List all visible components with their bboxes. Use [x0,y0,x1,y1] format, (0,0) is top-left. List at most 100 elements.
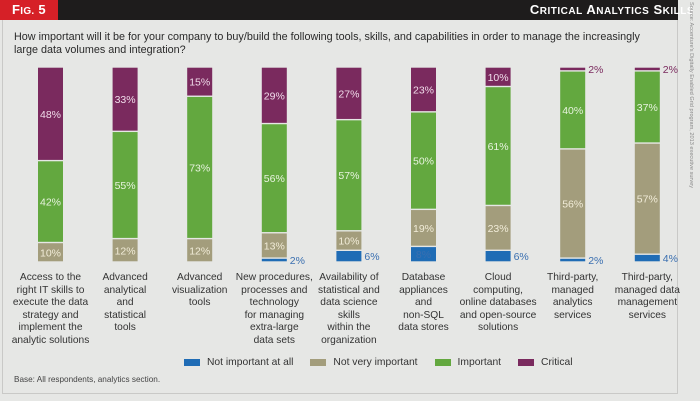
bar-segment-critical [411,67,436,112]
category-label-line: solutions [477,322,519,334]
category-label-line: services [554,309,592,321]
legend-item-critical: Critical [518,357,573,368]
legend: Not important at all Not very important … [184,357,590,368]
bar-segment-important [560,71,586,149]
legend-label: Important [457,357,502,368]
data-label: 56% [264,173,285,185]
legend-item-important: Important [434,357,502,368]
bar-segment-important [336,120,362,231]
data-label: 10% [338,236,359,248]
category-label-line: processes and [241,284,308,296]
category-label-line: strategy and [22,309,79,321]
title-word: SKILLS [653,2,694,17]
data-label: 2% [588,64,603,76]
chart-frame [2,20,678,394]
category-label-line: tools [188,297,211,309]
legend-label: Not important at all [207,357,294,368]
category-label-line: Availability of [319,272,379,283]
category-label: Cloud computing, online databases and open-… [456,272,540,335]
title-word: CRITICAL [529,2,583,17]
bar-segment-important [634,71,660,143]
legend-swatch [310,359,327,366]
category-label-line: within the [327,322,371,334]
bar-segment-critical [261,67,287,123]
data-label: 2% [663,64,678,76]
data-label: 2% [290,255,305,267]
data-label: 33% [115,94,136,106]
bar-segment-not-very-important [336,231,362,250]
bar-segment-not-very-important [112,239,138,262]
category-label-line: Advanced [177,272,223,283]
fig-number: 5 [34,2,46,17]
category-label-line: and open-source [459,309,537,321]
bar-segment-important [485,87,511,205]
data-label: 12% [189,245,210,257]
data-label: 37% [637,102,658,114]
category-label-line: non-SQL [403,309,444,321]
bar-segment-not-important-at-all [336,251,362,262]
figure-number-tag: FIG. 5 [0,0,58,20]
data-label: 8% [416,249,431,261]
category-label-line: Database [401,272,446,283]
footnote: Base: All respondents, analytics section… [14,375,161,384]
data-label: 6% [514,251,529,263]
category-label-line: data sets [253,334,295,346]
bar-segment-not-very-important [634,143,660,254]
data-label: 13% [264,240,285,252]
category-label-line: New procedures, [235,272,313,283]
legend-label: Not very important [333,357,418,368]
data-label: 4% [663,253,678,265]
bar-segment-critical [485,67,511,86]
category-label: Third-party, managed data management servic… [605,272,689,322]
bar-segment-not-important-at-all [411,247,436,262]
data-label: 50% [413,156,434,168]
category-label-line: data science [320,297,378,309]
data-label: 57% [338,170,359,182]
legend-swatch [434,359,451,366]
fig-small: IG. [20,6,35,17]
category-label-line: Third-party, [621,272,673,283]
data-label: 73% [189,162,210,174]
category-label-line: right IT skills to [16,284,85,296]
category-label-line: management [617,297,678,309]
category-label-line: Cloud [484,272,512,283]
bar-segment-not-very-important [485,206,511,250]
bar-segment-not-very-important [560,149,586,258]
bar-segment-not-very-important [38,243,63,262]
chart-subtitle: How important will it be for your compan… [14,31,640,56]
category-label: Advanced visualization tools [158,272,242,310]
chart-title: CRITICAL ANALYTICS SKILLS [60,0,694,20]
category-label-line: services [628,309,666,321]
legend-label: Critical [541,357,573,368]
category-label-line: execute the data [12,297,89,309]
data-label: 10% [40,247,61,259]
bar-segment-critical [112,67,138,131]
title-word: ANALYTICS [586,2,650,17]
category-label-line: tools [114,322,136,334]
category-label-line: implement the [18,322,83,334]
category-label-line: skills [337,309,360,321]
category-label-line: Access to the [19,272,82,283]
bar-segment-critical [38,67,63,160]
bar-segment-not-very-important [261,233,287,258]
data-label: 6% [364,251,379,263]
bar-segment-important [38,161,63,242]
category-label: Availability of statistical and data scien… [307,272,391,348]
bar-segment-not-very-important [411,210,436,246]
bar-segment-important [261,124,287,233]
category-label-line: computing, [473,284,524,296]
category-label-line: Advanced [102,272,148,283]
data-label: 27% [338,88,359,100]
bar-segment-not-important-at-all [560,258,586,262]
category-label: Third-party, managed analytics services [531,272,615,322]
category-label-line: analytical [103,284,147,296]
bar-segment-critical [336,67,362,119]
bar-segment-not-important-at-all [485,251,511,262]
category-label-line: for managing [244,309,305,321]
category-label-line: technology [249,297,299,309]
fig-prefix: F [12,2,21,17]
category-label: Advanced analytical and statistical tools [83,272,167,335]
category-label-line: statistical and [318,284,380,296]
data-label: 15% [189,77,210,89]
bar-segment-important [112,132,138,238]
